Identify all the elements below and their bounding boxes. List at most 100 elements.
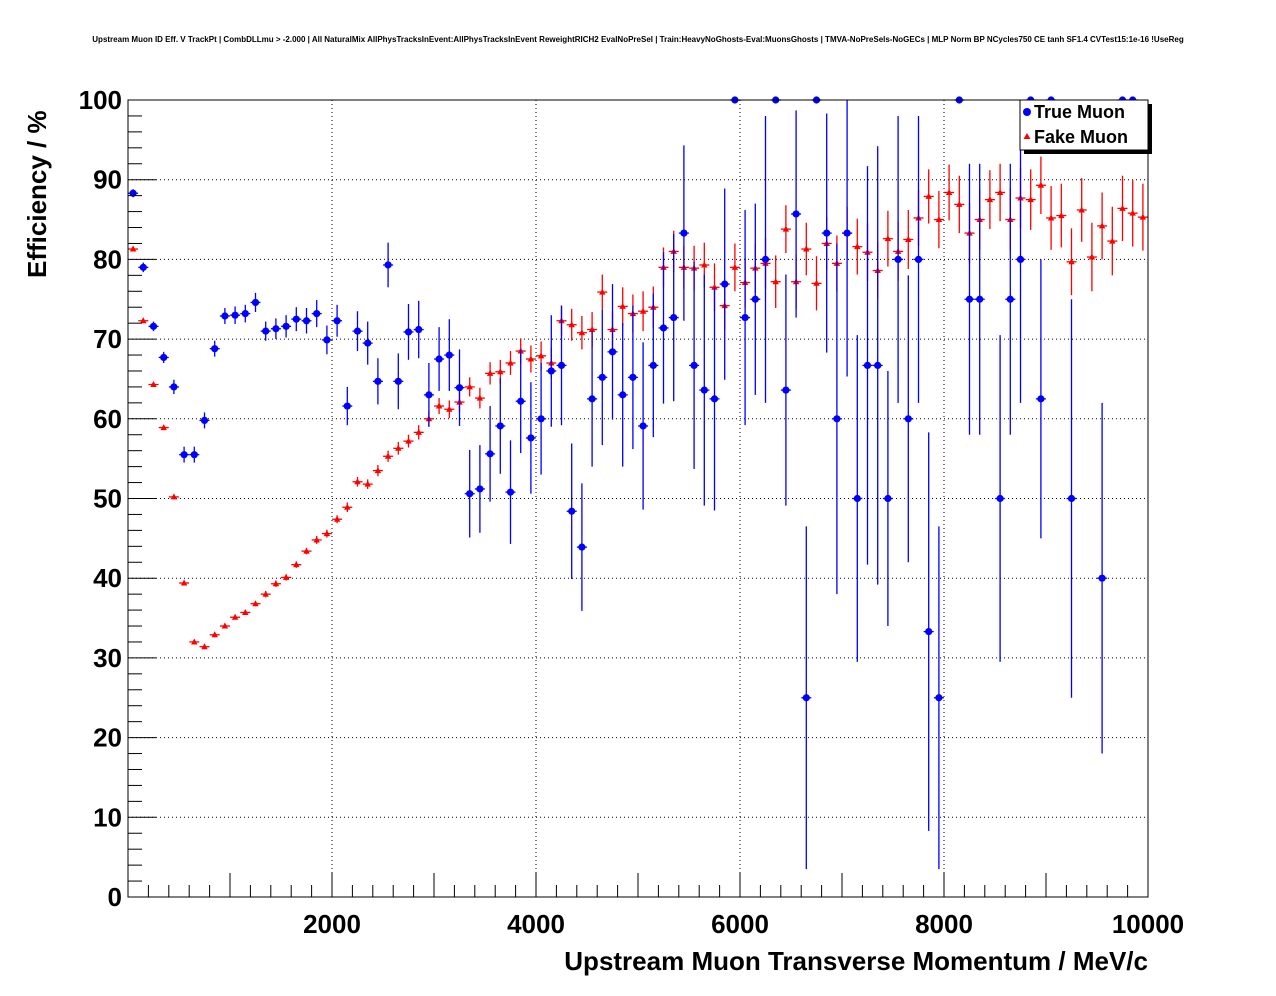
true-muon-point	[547, 367, 555, 375]
legend-label-fake-muon: Fake Muon	[1034, 127, 1128, 147]
fake-muon-point	[925, 192, 932, 199]
fake-muon-point	[537, 352, 545, 359]
series-layer	[128, 96, 1148, 870]
series-true-muon	[128, 96, 1138, 870]
true-muon-point	[272, 325, 280, 333]
fake-muon-point	[262, 590, 269, 597]
fake-muon-point	[854, 243, 861, 250]
true-muon-point	[170, 383, 178, 391]
true-muon-point	[853, 494, 861, 503]
true-muon-point	[180, 451, 188, 459]
fake-muon-point	[129, 245, 137, 252]
fake-muon-point	[1078, 206, 1085, 213]
x-tick-label: 2000	[303, 909, 361, 939]
true-muon-point	[557, 361, 566, 370]
true-muon-point	[792, 210, 800, 218]
fake-muon-point	[140, 317, 147, 324]
y-axis-title: Efficiency / %	[22, 110, 52, 278]
fake-muon-point	[180, 579, 188, 586]
true-muon-point	[527, 434, 535, 442]
fake-muon-point	[150, 381, 157, 388]
x-tick-label: 6000	[711, 909, 769, 939]
true-muon-point	[935, 694, 943, 702]
x-tick-label: 10000	[1112, 909, 1184, 939]
fake-muon-point	[1027, 196, 1034, 203]
true-muon-point	[721, 280, 729, 288]
fake-muon-point	[476, 394, 484, 401]
true-muon-point	[496, 422, 504, 430]
true-muon-point	[282, 322, 290, 330]
fake-muon-point	[956, 200, 963, 207]
true-muon-point	[670, 313, 678, 322]
y-tick-label: 70	[93, 324, 122, 354]
fake-muon-point	[639, 307, 647, 314]
true-muon-point	[1037, 395, 1045, 403]
fake-muon-point	[435, 402, 443, 409]
fake-muon-point	[1139, 213, 1147, 220]
true-muon-point	[629, 373, 637, 381]
legend: True Muon Fake Muon	[1019, 99, 1152, 154]
true-muon-point	[211, 345, 219, 353]
fake-muon-point	[282, 573, 290, 580]
fake-muon-point	[374, 467, 382, 474]
true-muon-point	[976, 295, 984, 303]
true-muon-point	[404, 328, 413, 336]
chart-title: Upstream Muon ID Eff. V TrackPt | CombDL…	[92, 35, 1184, 44]
true-muon-point	[262, 327, 270, 335]
true-muon-point	[1098, 574, 1106, 582]
true-muon-point	[537, 415, 545, 423]
fake-muon-point	[497, 368, 504, 375]
x-tick-label: 8000	[915, 909, 973, 939]
true-muon-point	[394, 377, 402, 385]
legend-fake-muon-marker	[1023, 133, 1031, 139]
fake-muon-point	[486, 369, 494, 376]
true-muon-point	[619, 391, 627, 399]
fake-muon-point	[803, 245, 810, 252]
true-muon-point	[139, 263, 147, 271]
fake-muon-point	[293, 561, 300, 568]
true-muon-point	[761, 255, 770, 263]
fake-muon-point	[1088, 253, 1096, 260]
true-muon-point	[302, 317, 311, 325]
true-muon-point	[884, 494, 892, 503]
fake-muon-point	[782, 225, 790, 232]
true-muon-point	[649, 361, 657, 370]
fake-muon-point	[323, 530, 331, 537]
fake-muon-point	[588, 326, 596, 333]
true-muon-point	[517, 397, 525, 405]
true-muon-point	[374, 377, 382, 385]
true-muon-point	[486, 450, 494, 458]
true-muon-point	[455, 384, 464, 392]
fake-muon-point	[354, 478, 361, 485]
fake-muon-point	[242, 608, 249, 615]
true-muon-point	[313, 309, 321, 318]
y-tick-label: 0	[108, 882, 122, 912]
fake-muon-point	[384, 452, 392, 459]
true-muon-point	[333, 317, 341, 325]
fake-muon-point	[986, 196, 994, 203]
true-muon-point	[353, 327, 362, 335]
fake-muon-point	[813, 279, 820, 286]
fake-muon-point	[395, 444, 402, 451]
x-tick-label: 4000	[507, 909, 565, 939]
y-tick-label: 20	[93, 723, 122, 753]
true-muon-point	[1016, 255, 1025, 263]
fake-muon-point	[221, 622, 229, 629]
y-tick-label: 60	[93, 404, 122, 434]
legend-label-true-muon: True Muon	[1034, 102, 1125, 122]
fake-muon-point	[466, 383, 473, 390]
true-muon-point	[863, 361, 872, 370]
fake-muon-point	[170, 493, 178, 500]
fake-muon-point	[1109, 237, 1116, 244]
true-muon-point	[160, 353, 168, 362]
fake-muon-point	[731, 263, 739, 270]
fake-muon-point	[619, 302, 626, 309]
true-muon-point	[843, 229, 851, 237]
true-muon-point	[292, 315, 300, 323]
fake-muon-point	[701, 261, 708, 268]
true-muon-point	[741, 313, 749, 322]
true-muon-point	[1067, 494, 1076, 503]
y-tick-label: 10	[93, 802, 122, 832]
fake-muon-point	[599, 288, 606, 295]
